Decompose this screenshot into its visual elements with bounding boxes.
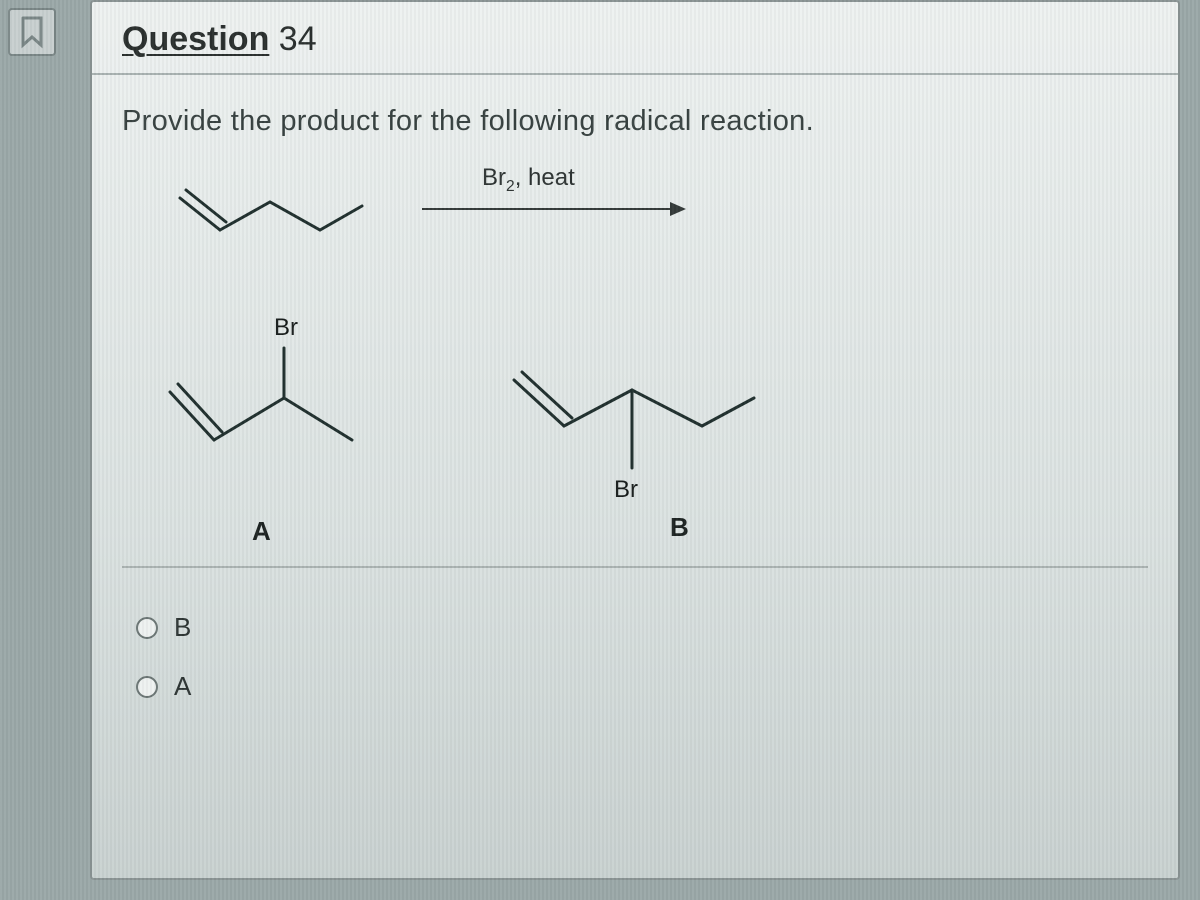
answer-structures: Br A Br B bbox=[122, 308, 1148, 568]
reaction-arrow-head bbox=[670, 202, 686, 216]
radio-B[interactable] bbox=[136, 617, 158, 639]
question-word: Question bbox=[122, 20, 269, 58]
question-prompt: Provide the product for the following ra… bbox=[122, 105, 1148, 138]
option-B[interactable]: B bbox=[136, 598, 1148, 657]
option-A-label: A bbox=[174, 671, 191, 702]
flag-button[interactable] bbox=[8, 8, 56, 56]
question-card: Question 34 Provide the product for the … bbox=[90, 0, 1180, 880]
reagent-sub: 2 bbox=[506, 178, 515, 195]
radio-A[interactable] bbox=[136, 676, 158, 698]
question-body: Provide the product for the following ra… bbox=[92, 75, 1178, 736]
structA-label: A bbox=[252, 516, 271, 547]
question-number: Question 34 bbox=[122, 20, 317, 58]
option-B-label: B bbox=[174, 612, 191, 643]
reagent-label: Br2, heat bbox=[482, 164, 575, 196]
reaction-scheme: Br2, heat bbox=[122, 158, 1148, 278]
structA-br-label: Br bbox=[274, 314, 298, 342]
option-A[interactable]: A bbox=[136, 657, 1148, 716]
structure-A bbox=[152, 340, 392, 510]
question-num-value: 34 bbox=[279, 20, 317, 58]
question-header: Question 34 bbox=[92, 2, 1178, 75]
structB-br-label: Br bbox=[614, 476, 638, 504]
answer-options: B A bbox=[122, 588, 1148, 716]
starting-material bbox=[162, 178, 372, 268]
reaction-arrow bbox=[422, 208, 672, 210]
bookmark-icon bbox=[17, 15, 47, 49]
reagent-br: Br bbox=[482, 164, 506, 191]
structB-label: B bbox=[670, 512, 689, 543]
reagent-heat: , heat bbox=[515, 164, 575, 191]
